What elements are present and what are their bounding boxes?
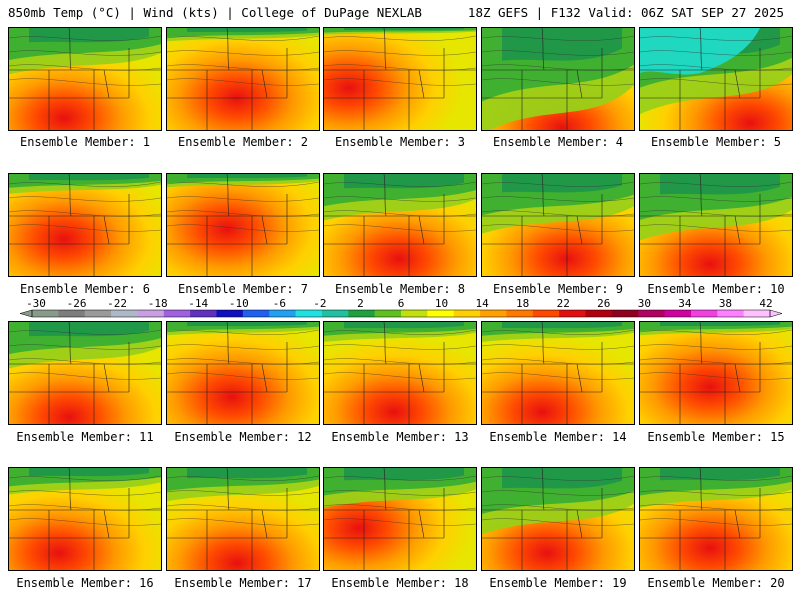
colorbar-tick-label: -6: [273, 297, 286, 310]
header-title: 850mb Temp (°C) | Wind (kts) | College o…: [8, 5, 422, 20]
colorbar-segment: [111, 310, 138, 317]
colorbar-segment: [295, 310, 323, 317]
colorbar-segment: [348, 310, 376, 317]
colorbar-segment: [585, 310, 613, 317]
member-label: Ensemble Member: 15: [647, 430, 785, 444]
colorbar-tick-label: -10: [229, 297, 249, 310]
member-map-panel: [639, 467, 793, 571]
colorbar-segment: [374, 310, 402, 317]
colorbar-segment: [664, 310, 692, 317]
member-map-panel: [323, 321, 477, 425]
colorbar-segment: [427, 310, 455, 317]
colorbar-tick-label: 6: [398, 297, 405, 310]
colorbar-segment: [216, 310, 244, 317]
member-map-panel: [481, 27, 635, 131]
colorbar-segment: [480, 310, 507, 317]
member-map-panel: [8, 173, 162, 277]
colorbar-segment: [137, 310, 165, 317]
member-map-panel: [481, 467, 635, 571]
colorbar-tick-label: 2: [357, 297, 364, 310]
member-map-panel: [639, 321, 793, 425]
colorbar-segment: [58, 310, 86, 317]
member-label: Ensemble Member: 16: [16, 576, 154, 590]
member-label: Ensemble Member: 9: [492, 282, 624, 296]
colorbar-tick-label: 26: [597, 297, 610, 310]
member-label: Ensemble Member: 20: [647, 576, 785, 590]
member-label: Ensemble Member: 3: [334, 135, 466, 149]
colorbar-tick-label: 14: [475, 297, 489, 310]
member-map-panel: [323, 467, 477, 571]
colorbar-segment: [401, 310, 428, 317]
member-map-panel: [166, 173, 320, 277]
member-label: Ensemble Member: 8: [334, 282, 466, 296]
header-valid-time: 18Z GEFS | F132 Valid: 06Z SAT SEP 27 20…: [467, 5, 784, 20]
colorbar-segment: [638, 310, 666, 317]
member-label: Ensemble Member: 2: [177, 135, 309, 149]
member-map-panel: [166, 27, 320, 131]
member-label: Ensemble Member: 4: [492, 135, 624, 149]
member-label: Ensemble Member: 17: [174, 576, 312, 590]
colorbar-segment: [743, 310, 771, 317]
colorbar-tick-label: -30: [26, 297, 46, 310]
member-map-panel: [639, 27, 793, 131]
colorbar-tick-label: -18: [148, 297, 168, 310]
colorbar-tick-label: 34: [678, 297, 692, 310]
colorbar-segment: [163, 310, 191, 317]
colorbar-segment: [559, 310, 586, 317]
member-label: Ensemble Member: 1: [19, 135, 151, 149]
colorbar-tick-label: 18: [516, 297, 529, 310]
member-map-panel: [323, 173, 477, 277]
colorbar-tick-label: 10: [435, 297, 448, 310]
colorbar-tick-label: -14: [188, 297, 208, 310]
colorbar-segment: [242, 310, 270, 317]
colorbar-segment: [611, 310, 639, 317]
member-label: Ensemble Member: 11: [16, 430, 154, 444]
member-map-panel: [8, 467, 162, 571]
member-label: Ensemble Member: 18: [331, 576, 469, 590]
colorbar-segment: [321, 310, 349, 317]
member-label: Ensemble Member: 14: [489, 430, 627, 444]
colorbar-segment: [84, 310, 112, 317]
member-label: Ensemble Member: 6: [19, 282, 151, 296]
member-label: Ensemble Member: 5: [650, 135, 782, 149]
colorbar-segment: [190, 310, 217, 317]
colorbar-tick-label: -2: [313, 297, 326, 310]
colorbar-tick-label: 42: [759, 297, 772, 310]
member-map-panel: [323, 27, 477, 131]
member-label: Ensemble Member: 12: [174, 430, 312, 444]
member-map-panel: [481, 321, 635, 425]
member-label: Ensemble Member: 19: [489, 576, 627, 590]
colorbar-tick-label: -22: [107, 297, 127, 310]
colorbar-right-arrow: [769, 309, 783, 318]
member-map-panel: [8, 27, 162, 131]
member-map-panel: [166, 467, 320, 571]
colorbar-segment: [269, 310, 297, 317]
member-label: Ensemble Member: 13: [331, 430, 469, 444]
member-label: Ensemble Member: 7: [177, 282, 309, 296]
colorbar-segment: [690, 310, 718, 317]
colorbar-segment: [717, 310, 745, 317]
colorbar-segment: [32, 310, 59, 317]
colorbar-segment: [453, 310, 481, 317]
member-map-panel: [166, 321, 320, 425]
colorbar-segment: [506, 310, 534, 317]
colorbar-tick-label: 22: [557, 297, 570, 310]
temperature-colorbar: -30 -26 -22 -18 -14 -10 -6 -2 2 6 10 14 18 22 26 30 34 38…: [19, 297, 783, 318]
colorbar-left-arrow: [19, 309, 33, 318]
colorbar-segment: [532, 310, 560, 317]
colorbar-tick-label: 38: [719, 297, 732, 310]
colorbar-tick-label: 30: [638, 297, 651, 310]
member-label: Ensemble Member: 10: [647, 282, 785, 296]
member-map-panel: [8, 321, 162, 425]
member-map-panel: [481, 173, 635, 277]
member-map-panel: [639, 173, 793, 277]
colorbar-tick-label: -26: [67, 297, 87, 310]
